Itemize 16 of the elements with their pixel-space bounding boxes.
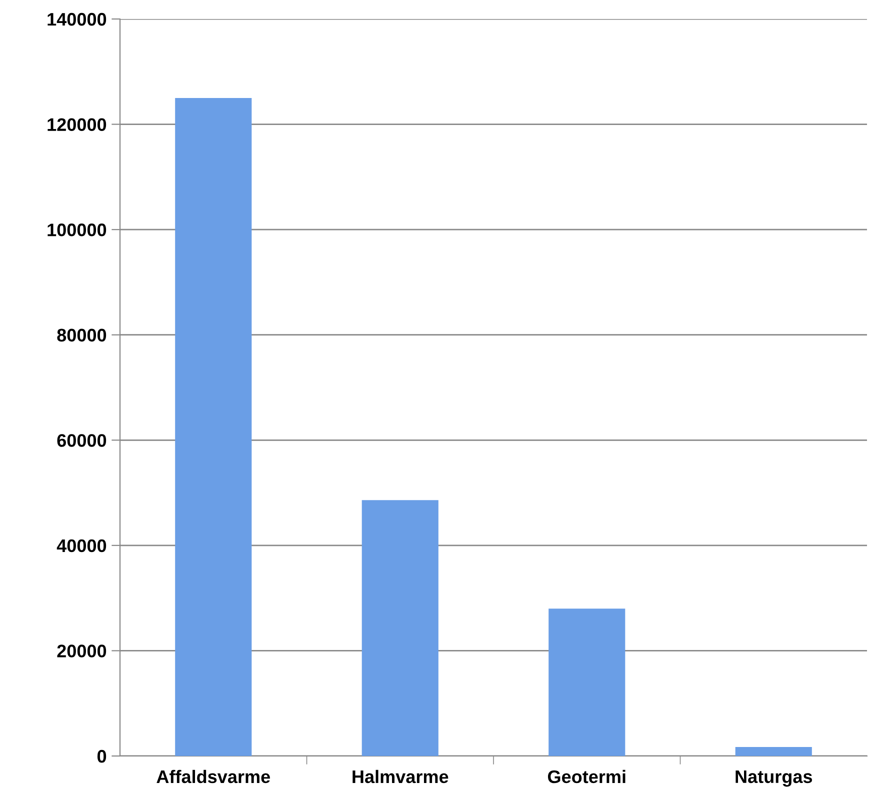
- bar: [548, 608, 626, 756]
- y-tick-label: 100000: [48, 224, 106, 236]
- y-tick-label: 60000: [57, 434, 106, 447]
- x-tick-label: Halmvarme: [352, 770, 448, 784]
- x-tick-label: Affaldsvarme: [156, 770, 270, 784]
- y-tick-label: 20000: [57, 644, 106, 658]
- y-tick-label: 120000: [48, 118, 106, 132]
- y-tick-label: 80000: [57, 328, 106, 342]
- x-tick-label: Naturgas: [736, 770, 812, 787]
- bar: [362, 500, 438, 756]
- y-tick-label: 40000: [56, 539, 106, 552]
- x-tick-label: Geotermi: [548, 770, 626, 784]
- y-tick-label: 140000: [48, 12, 106, 26]
- bar: [175, 98, 252, 756]
- y-tick-label: 0: [97, 750, 106, 763]
- bar: [735, 747, 812, 756]
